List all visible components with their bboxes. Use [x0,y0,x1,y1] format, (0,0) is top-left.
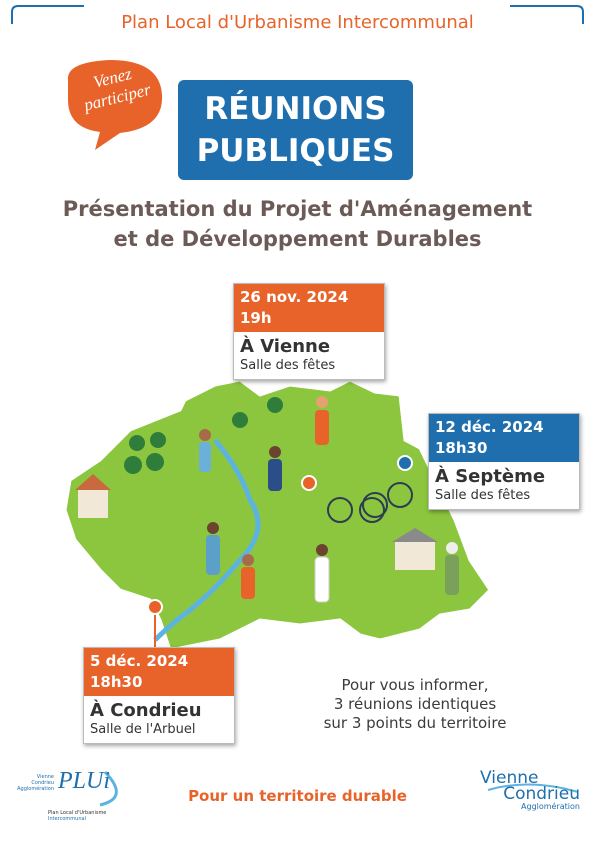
people [199,396,459,603]
subtitle: Présentation du Projet d'Aménagement et … [0,194,595,254]
river [153,438,261,642]
card-body: À Septème Salle des fêtes [429,462,579,509]
subtitle-line: et de Développement Durables [113,227,482,251]
venue: Salle des fêtes [435,488,531,503]
logo-line: Agglomération [521,802,580,811]
card-head: 12 déc. 2024 18h30 [429,414,579,462]
card-head: 5 déc. 2024 18h30 [84,648,234,696]
logo-caption: Plan Local d'Urbanisme Intercommunal [48,810,128,822]
logo-org-line: Vienne [36,774,54,780]
meeting-card: 12 déc. 2024 18h30 À Septème Salle des f… [428,413,580,510]
title-box [178,80,413,180]
date: 26 nov. 2024 [240,288,349,306]
logo-org-line: Agglomération [17,786,54,792]
subtitle-line: Présentation du Projet d'Aménagement [62,197,533,221]
title: RÉUNIONS PUBLIQUES [178,88,413,172]
title-line: RÉUNIONS [204,91,387,127]
date: 5 déc. 2024 [90,652,189,670]
meeting-card: 26 nov. 2024 19h À Vienne Salle des fête… [233,283,385,380]
pin [301,475,317,491]
venue: Salle de l'Arbuel [90,722,196,737]
logo-line: Condrieu [503,784,580,804]
logo-line: Vienne [480,768,539,788]
place: À Septème [435,466,546,487]
title-line: PUBLIQUES [196,133,395,169]
frame [11,5,584,24]
info-line: sur 3 points du territoire [323,714,507,732]
logo-wave [99,770,118,807]
trees [124,397,283,474]
territory-map [63,378,492,652]
header-title: Plan Local d'Urbanisme Intercommunal [121,12,474,33]
time: 19h [240,309,272,327]
logo-caption-line: Intercommunal [48,816,86,822]
card-body: À Condrieu Salle de l'Arbuel [84,696,234,743]
place: À Condrieu [90,700,202,721]
logo-right: Vienne Condrieu Agglomération [480,770,580,812]
venue: Salle des fêtes [240,358,336,373]
date: 12 déc. 2024 [435,418,544,436]
pin [397,455,413,471]
time: 18h30 [435,439,488,457]
info-line: 3 réunions identiques [333,695,497,713]
info: Pour vous informer, 3 réunions identique… [290,676,540,733]
houses [75,474,438,570]
card-head: 26 nov. 2024 19h [234,284,384,332]
place: À Vienne [240,336,331,357]
card-body: À Vienne Salle des fêtes [234,332,384,379]
footer-slogan: Pour un territoire durable [188,787,407,805]
logo-wave [487,783,579,793]
logo-caption-line: Plan Local d'Urbanisme [48,810,107,816]
logo-org: Vienne Condrieu Agglomération [14,774,54,792]
time: 18h30 [90,673,143,691]
meeting-card: 5 déc. 2024 18h30 À Condrieu Salle de l'… [83,647,235,744]
pin [147,599,163,615]
logo-org-line: Condrieu [31,780,54,786]
logo-mark: PLUi [58,768,111,794]
info-line: Pour vous informer, [341,676,489,694]
speech-bubble [67,60,163,150]
